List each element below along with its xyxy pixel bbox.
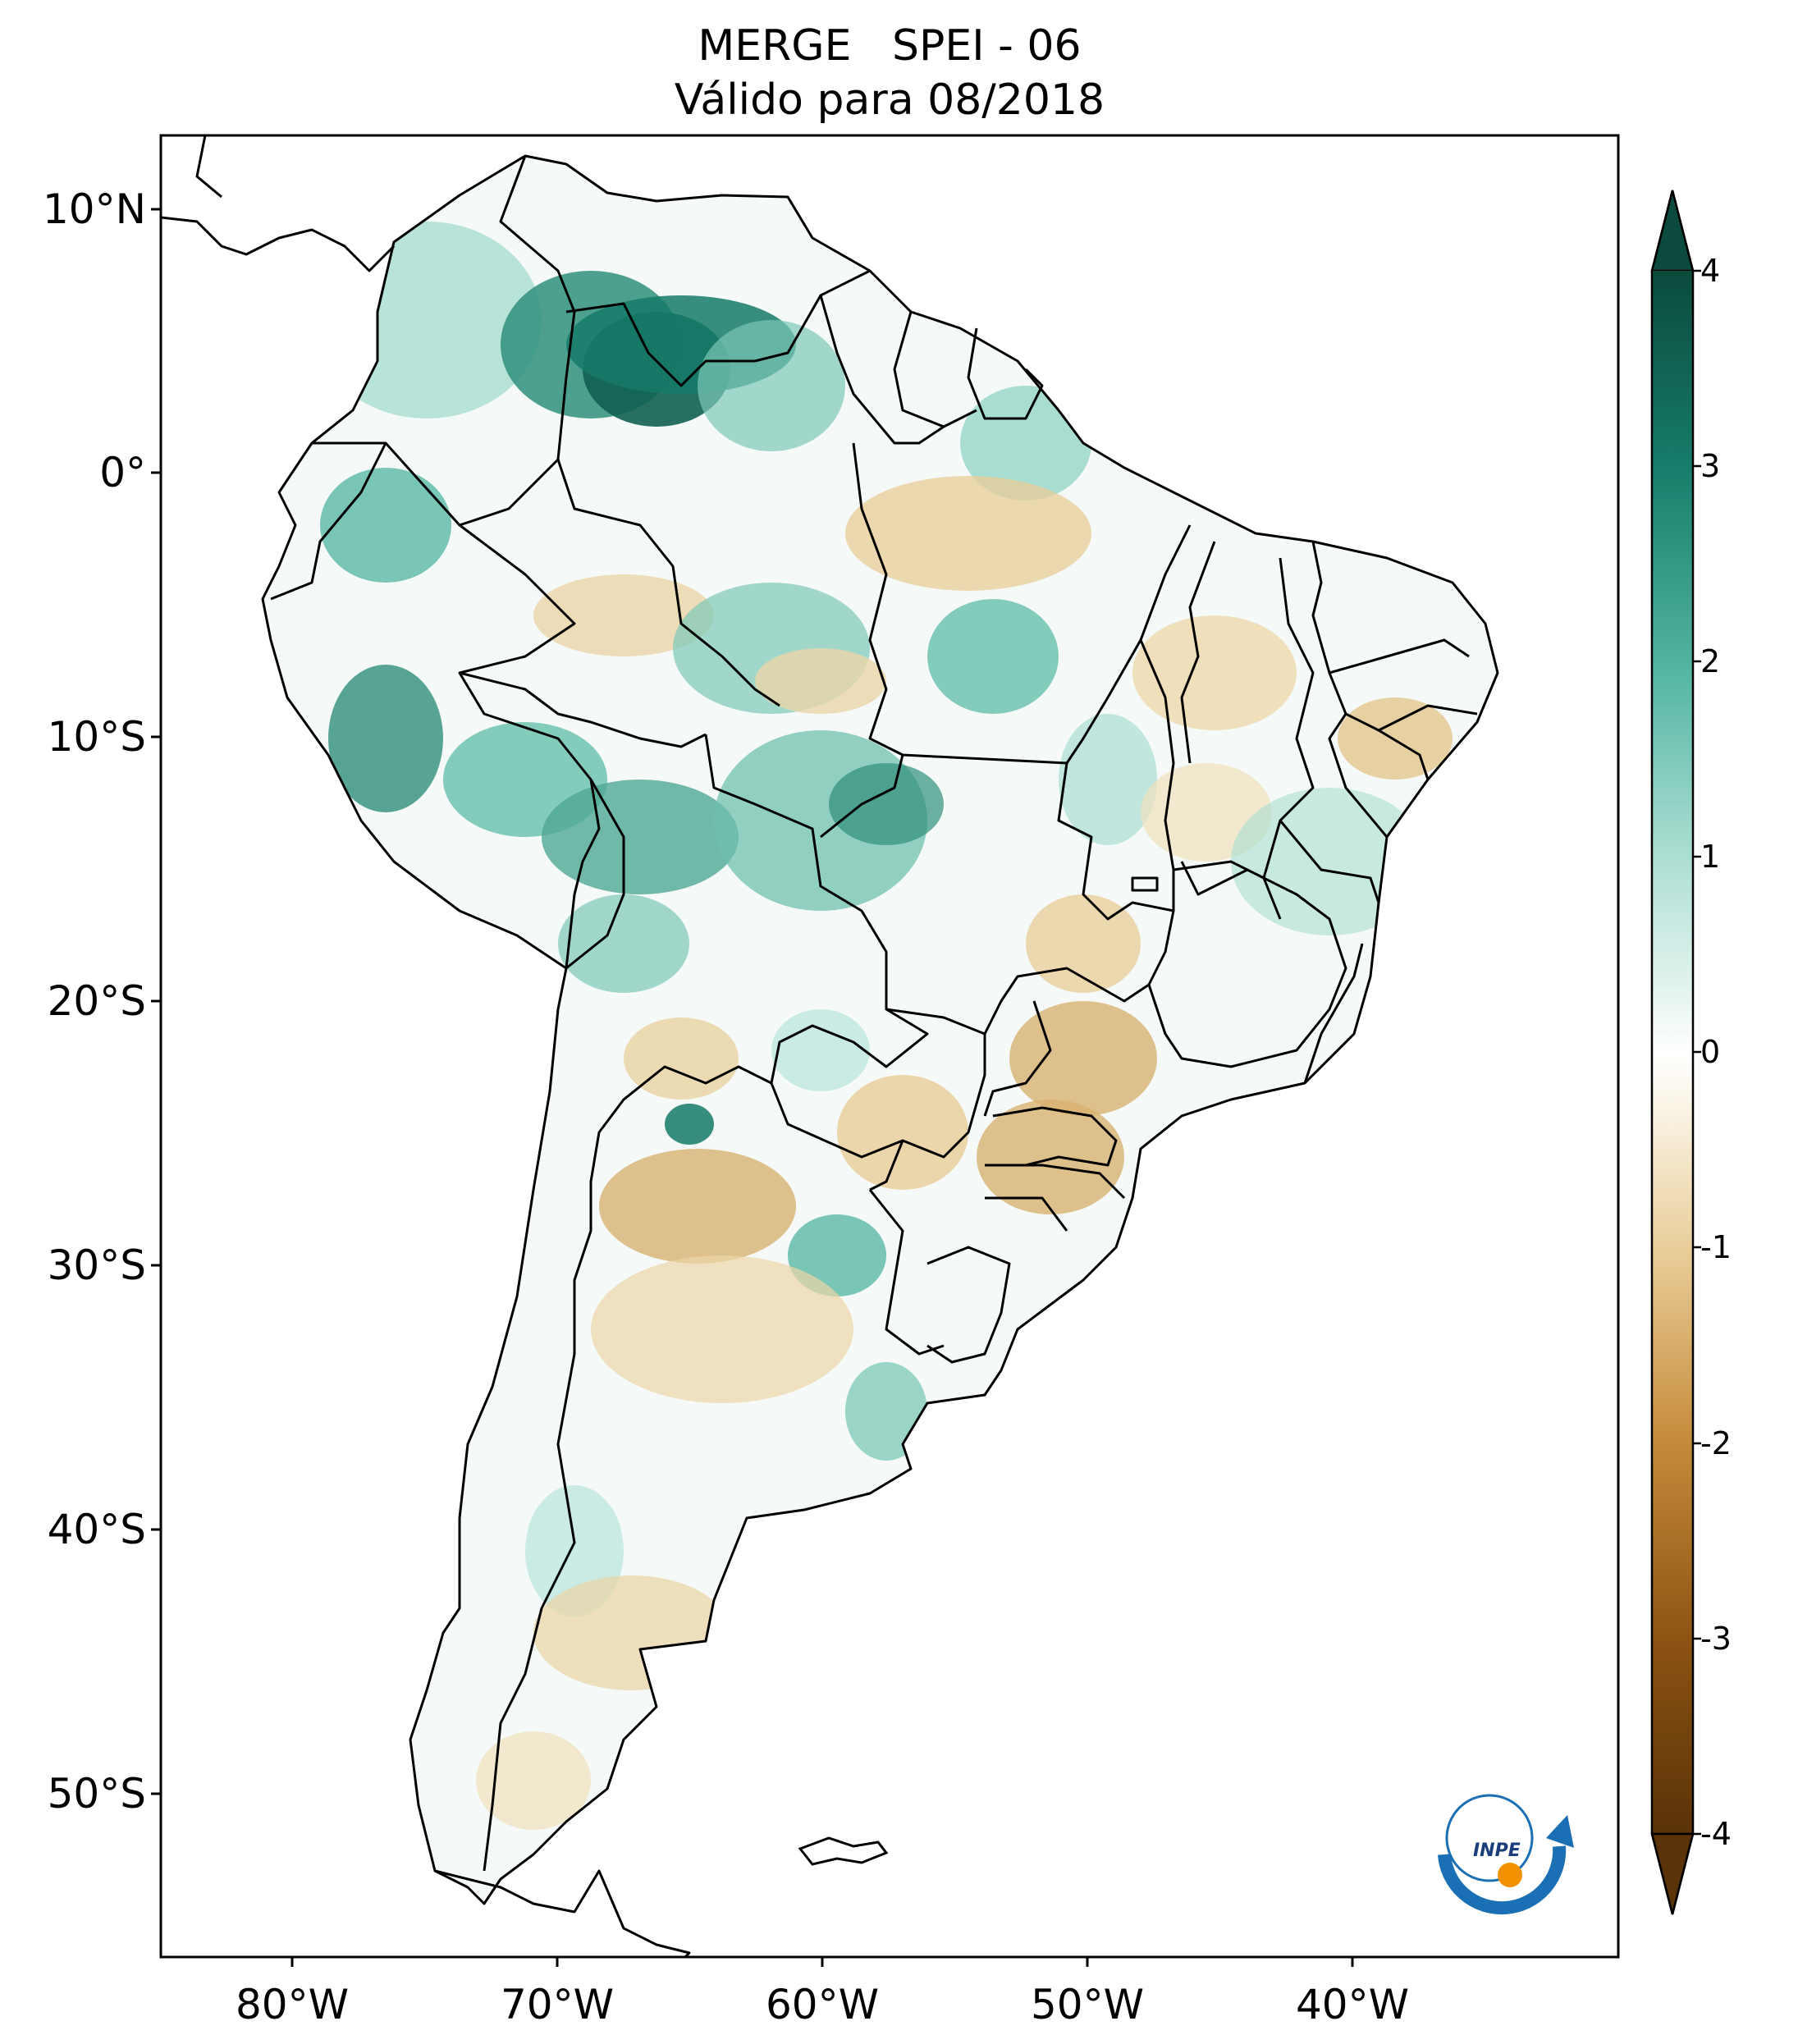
lon-label-40w: 40°W xyxy=(1295,1981,1410,2028)
lat-label-10n: 10°N xyxy=(42,185,146,233)
country-borders xyxy=(161,135,1499,1957)
colorbar-tick-label: 2 xyxy=(1700,643,1721,679)
map-frame xyxy=(159,134,1620,1959)
lon-label-60w: 60°W xyxy=(765,1981,880,2028)
logo-text: INPE xyxy=(1473,1841,1521,1861)
colorbar-tick-label: 1 xyxy=(1700,839,1721,875)
axis-ticks xyxy=(151,208,1354,1967)
logo-arrow-icon xyxy=(1546,1815,1574,1848)
colorbar-tick-label: -1 xyxy=(1700,1229,1732,1265)
lat-label-0: 0° xyxy=(99,449,146,496)
lat-label-50s: 50°S xyxy=(47,1770,146,1818)
colorbar-gradient xyxy=(1652,271,1693,1834)
lat-label-40s: 40°S xyxy=(47,1506,146,1553)
colorbar-tick-label: 4 xyxy=(1700,253,1721,289)
colorbar xyxy=(1650,190,1701,1915)
lon-label-50w: 50°W xyxy=(1030,1981,1145,2028)
colorbar-tick-label: 3 xyxy=(1700,448,1721,484)
colorbar-tick-label: 0 xyxy=(1700,1034,1721,1070)
map-title: MERGE SPEI - 06 xyxy=(698,21,1082,71)
lat-label-30s: 30°S xyxy=(47,1241,146,1289)
lat-label-10s: 10°S xyxy=(47,713,146,761)
logo-dot-icon xyxy=(1498,1863,1522,1887)
colorbar-tick-label: -4 xyxy=(1700,1816,1732,1852)
falkland-islands xyxy=(798,1836,889,1866)
lon-label-80w: 80°W xyxy=(235,1981,350,2028)
colorbar-min-extension xyxy=(1650,1832,1695,1915)
colorbar-tick-label: -3 xyxy=(1700,1621,1732,1657)
colorbar-max-extension xyxy=(1650,190,1695,272)
logo-orbit-icon xyxy=(1445,1794,1534,1882)
logo-arc-icon xyxy=(1438,1845,1567,1915)
inpe-logo: INPE xyxy=(1438,1794,1574,1915)
colorbar-tick-label: -2 xyxy=(1700,1425,1732,1461)
map-subtitle: Válido para 08/2018 xyxy=(674,75,1105,125)
lat-label-20s: 20°S xyxy=(47,977,146,1025)
lon-label-70w: 70°W xyxy=(500,1981,615,2028)
